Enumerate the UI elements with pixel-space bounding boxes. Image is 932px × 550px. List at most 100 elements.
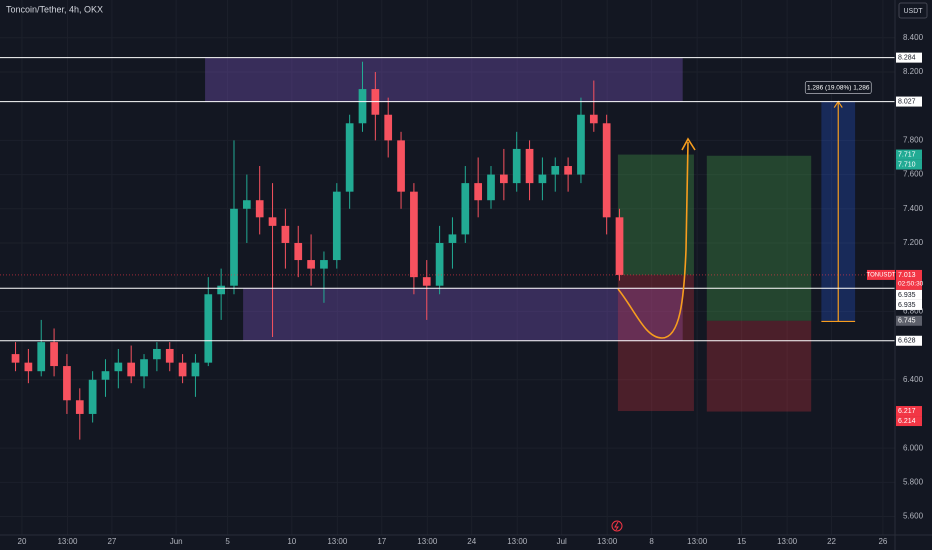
price-tag xyxy=(896,289,922,300)
price-tag xyxy=(896,159,922,170)
price-tag-label: 6.935 xyxy=(898,292,916,299)
candle-body xyxy=(178,362,187,377)
price-tag-label: 7.710 xyxy=(898,161,916,168)
symbol-tag-label: TONUSDT xyxy=(867,273,896,279)
currency-label[interactable]: USDT xyxy=(903,8,923,15)
candle-body xyxy=(50,342,58,367)
countdown-label: 02:50:30 xyxy=(898,281,924,288)
projection-arrowhead xyxy=(681,137,696,151)
chart-title: Toncoin/Tether, 4h, OKX xyxy=(6,4,103,14)
y-tick-label: 6.400 xyxy=(903,375,924,384)
candle-body xyxy=(165,348,174,363)
x-tick-label: 13:00 xyxy=(597,537,618,546)
candle-body xyxy=(538,174,547,184)
x-tick-label: 26 xyxy=(878,537,887,546)
candle-body xyxy=(474,183,483,201)
price-tag-label: 6.935 xyxy=(898,302,916,309)
candle-body xyxy=(75,400,84,414)
price-tag-label: 6.745 xyxy=(898,318,916,325)
price-tag xyxy=(896,149,922,160)
candle-body xyxy=(589,114,598,124)
position-profit xyxy=(617,154,694,275)
y-tick-label: 7.200 xyxy=(903,238,924,247)
price-tag xyxy=(896,269,922,290)
price-tag xyxy=(896,416,922,427)
x-tick-label: 24 xyxy=(467,537,476,546)
position-loss xyxy=(706,320,812,412)
price-tag xyxy=(896,96,922,107)
candle-body xyxy=(37,342,46,372)
x-tick-label: 13:00 xyxy=(687,537,708,546)
candle-body xyxy=(153,348,161,360)
candle-body xyxy=(320,260,328,269)
candle-body xyxy=(512,148,521,184)
candle-body xyxy=(63,366,71,401)
x-tick-label: 27 xyxy=(107,537,116,546)
price-tag xyxy=(896,52,922,63)
event-icon-bolt xyxy=(614,521,619,531)
y-tick-label: 8.200 xyxy=(903,67,924,76)
x-tick-label: 22 xyxy=(827,537,836,546)
candle-body xyxy=(500,174,508,184)
candle-body xyxy=(127,362,136,377)
price-tag-label: 8.027 xyxy=(898,98,916,105)
candle-body xyxy=(332,191,341,261)
price-tag xyxy=(896,315,922,326)
candle-body xyxy=(577,114,585,175)
candle-body xyxy=(435,242,444,286)
position-profit xyxy=(706,155,812,321)
x-tick-label: 10 xyxy=(287,537,296,546)
candle-body xyxy=(410,191,418,278)
candle-body xyxy=(11,354,20,363)
candle-body xyxy=(564,166,572,175)
x-tick-label: 20 xyxy=(18,537,27,546)
projection-curve xyxy=(617,141,689,339)
y-tick-label: 7.400 xyxy=(903,204,924,213)
y-tick-label: 7.800 xyxy=(903,135,924,144)
event-icon[interactable] xyxy=(611,520,623,532)
y-tick-label: 7.600 xyxy=(903,170,924,179)
candle-body xyxy=(281,225,290,243)
candle-body xyxy=(461,183,470,235)
candle-body xyxy=(191,362,200,377)
candle-body xyxy=(24,362,33,372)
x-tick-label: 17 xyxy=(377,537,386,546)
price-tag-label: 6.628 xyxy=(898,338,916,345)
x-tick-label: 13:00 xyxy=(507,537,528,546)
zone xyxy=(205,57,683,102)
position-loss xyxy=(617,274,694,412)
measure-label-box xyxy=(804,81,872,94)
x-tick-label: 13:00 xyxy=(327,537,348,546)
candle-body xyxy=(358,89,367,124)
zone xyxy=(243,288,683,341)
candle-body xyxy=(551,166,560,175)
candle-body xyxy=(217,285,225,295)
candle-body xyxy=(487,174,495,201)
candle-body xyxy=(422,277,431,286)
x-tick-label: 13:00 xyxy=(417,537,438,546)
candle-body xyxy=(448,234,457,243)
price-tag-label: 6.214 xyxy=(898,418,916,425)
candle-body xyxy=(88,379,97,414)
price-tag xyxy=(896,299,922,310)
candle-body xyxy=(101,371,110,380)
price-tag xyxy=(896,335,922,346)
candle-body xyxy=(255,200,264,218)
currency-button[interactable] xyxy=(898,2,928,19)
candle-body xyxy=(397,140,405,192)
candle-body xyxy=(204,294,213,363)
y-tick-label: 8.400 xyxy=(903,33,924,42)
price-tag-label: 6.217 xyxy=(898,408,916,415)
y-tick-label: 5.600 xyxy=(903,512,924,521)
candle-body xyxy=(294,242,303,261)
candle-body xyxy=(140,359,148,377)
x-tick-label: 5 xyxy=(225,537,230,546)
price-tag-label: 7.013 xyxy=(898,272,916,279)
price-tag-label: 7.717 xyxy=(898,151,916,158)
candle-body xyxy=(307,260,315,269)
candle-body xyxy=(114,362,123,372)
y-tick-label: 6.000 xyxy=(903,443,924,452)
price-tag xyxy=(896,406,922,417)
measure-label: 1.286 (19.08%) 1,286 xyxy=(807,84,870,91)
